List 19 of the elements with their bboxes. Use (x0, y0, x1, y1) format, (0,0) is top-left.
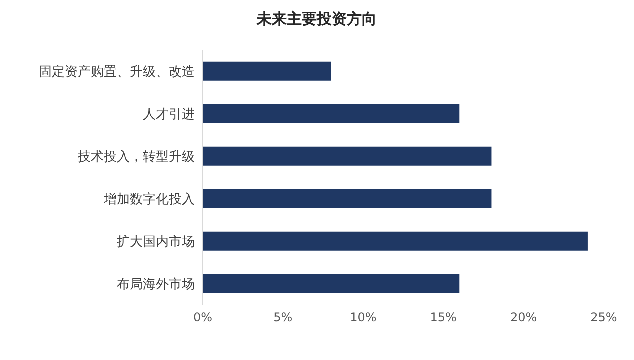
x-tick-label: 5% (274, 310, 293, 325)
x-tick-label: 20% (510, 310, 538, 325)
bar (203, 274, 460, 294)
y-tick-label: 人才引进 (143, 107, 195, 122)
y-tick-label: 扩大国内市场 (117, 234, 195, 250)
x-tick-label: 10% (350, 310, 377, 325)
y-tick-label: 固定资产购置、升级、改造 (39, 64, 195, 80)
x-tick-label: 0% (193, 310, 213, 325)
x-tick-label: 25% (590, 310, 618, 325)
bar (203, 146, 492, 166)
bar (203, 189, 492, 208)
y-tick-label: 布局海外市场 (117, 277, 195, 292)
bar (203, 62, 332, 81)
chart-title: 未来主要投资方向 (256, 10, 378, 30)
y-tick-label: 技术投入，转型升级 (77, 150, 195, 165)
bar (203, 104, 460, 124)
bar (203, 232, 588, 251)
x-tick-label: 15% (430, 310, 457, 325)
y-tick-label: 增加数字化投入 (103, 191, 195, 208)
